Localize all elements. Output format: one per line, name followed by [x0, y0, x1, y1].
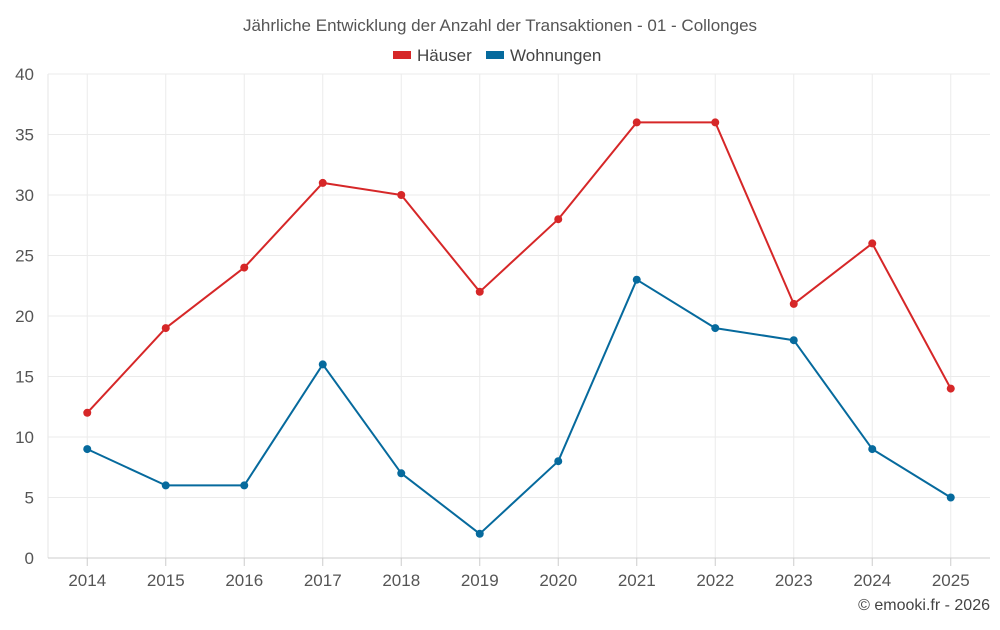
credit-text: © emooki.fr - 2026: [858, 597, 990, 614]
legend-swatch-haeuser: [393, 51, 411, 59]
y-tick-label: 0: [25, 549, 34, 568]
data-point-wohnungen[interactable]: [240, 481, 249, 490]
x-tick-label: 2016: [225, 571, 263, 590]
x-tick-label: 2019: [461, 571, 499, 590]
data-point-haeuser[interactable]: [161, 324, 170, 333]
x-tick-label: 2024: [853, 571, 891, 590]
chart-title: Jährliche Entwicklung der Anzahl der Tra…: [243, 16, 757, 35]
series-line-haeuser: [86, 121, 952, 414]
data-point-wohnungen[interactable]: [475, 529, 484, 538]
y-tick-label: 30: [15, 186, 34, 205]
data-point-haeuser[interactable]: [789, 299, 798, 308]
data-point-haeuser[interactable]: [318, 178, 327, 187]
data-point-haeuser[interactable]: [240, 263, 249, 272]
data-point-wohnungen[interactable]: [868, 445, 877, 454]
y-tick-label: 15: [15, 368, 34, 387]
y-tick-label: 10: [15, 428, 34, 447]
y-tick-label: 5: [25, 489, 34, 508]
legend-label-wohnungen[interactable]: Wohnungen: [510, 46, 601, 65]
x-tick-label: 2020: [539, 571, 577, 590]
series: [83, 118, 955, 538]
x-tick-label: 2021: [618, 571, 656, 590]
data-point-wohnungen[interactable]: [397, 469, 406, 478]
legend-swatch-wohnungen: [486, 51, 504, 59]
data-point-haeuser[interactable]: [554, 215, 563, 224]
data-point-haeuser[interactable]: [868, 239, 877, 248]
legend: Häuser Wohnungen: [393, 46, 601, 65]
y-tick-label: 25: [15, 247, 34, 266]
data-point-haeuser[interactable]: [711, 118, 720, 127]
x-tick-label: 2023: [775, 571, 813, 590]
data-point-wohnungen[interactable]: [789, 336, 798, 345]
x-tick-label: 2017: [304, 571, 342, 590]
data-point-wohnungen[interactable]: [161, 481, 170, 490]
y-tick-label: 35: [15, 126, 34, 145]
series-line-wohnungen: [86, 278, 952, 535]
data-point-wohnungen[interactable]: [711, 324, 720, 333]
data-point-haeuser[interactable]: [632, 118, 641, 127]
data-point-haeuser[interactable]: [397, 191, 406, 199]
data-point-wohnungen[interactable]: [554, 457, 563, 466]
data-point-haeuser[interactable]: [83, 408, 92, 417]
y-tick-label: 20: [15, 307, 34, 326]
data-point-haeuser[interactable]: [475, 287, 484, 296]
legend-label-haeuser[interactable]: Häuser: [417, 46, 472, 65]
x-tick-label: 2014: [68, 571, 106, 590]
data-point-wohnungen[interactable]: [83, 445, 92, 454]
y-tick-label: 40: [15, 65, 34, 84]
x-tick-label: 2022: [696, 571, 734, 590]
data-point-wohnungen[interactable]: [318, 360, 327, 369]
data-point-wohnungen[interactable]: [946, 493, 955, 502]
x-tick-label: 2015: [147, 571, 185, 590]
data-point-haeuser[interactable]: [946, 384, 955, 393]
data-point-wohnungen[interactable]: [632, 275, 641, 284]
x-tick-label: 2025: [932, 571, 970, 590]
x-tick-label: 2018: [382, 571, 420, 590]
